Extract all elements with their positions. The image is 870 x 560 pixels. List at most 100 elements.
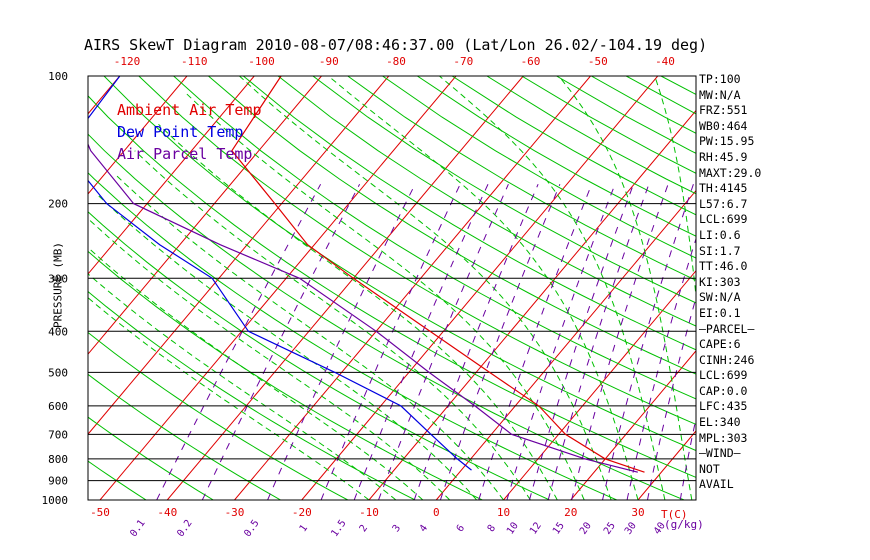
dry-adiabat-line [0,76,92,509]
stat-item: EI:0.1 [699,305,741,320]
mixing-ratio-tick-label: 4 [418,523,430,534]
legend-air-parcel-temp: Air Parcel Temp [117,145,253,163]
stat-item: L57:6.7 [699,196,748,211]
dry-adiabat-line [88,460,148,500]
pressure-tick-label: 500 [48,366,68,379]
isotherm-line [435,189,696,500]
bottom-temperature-tick-label: -50 [90,506,110,519]
ambient-air-temp-profile [231,76,645,473]
stat-item: LFC:435 [699,399,748,414]
stat-item: CAPE:6 [699,337,741,352]
pressure-tick-label: 100 [48,70,68,83]
stat-item: RH:45.9 [699,149,748,164]
dry-adiabat-line [88,416,215,500]
moist-adiabat-line [134,150,531,500]
dry-adiabat-line [208,76,696,375]
pressure-tick-label: 300 [48,272,68,285]
stat-item: TH:4145 [699,181,748,196]
pressure-tick-label: 600 [48,400,68,413]
stat-item: PW:15.95 [699,134,755,149]
stat-item: MW:N/A [699,87,741,102]
moist-adiabat-line [88,217,451,500]
mixing-ratio-line [156,183,322,500]
dry-adiabat-line [417,76,696,237]
top-temperature-tick-label: -50 [588,55,608,68]
stability-index-panel: TP:100 MW:N/A FRZ:551 WB0:464 PW:15.95 RH:45.… [699,72,761,493]
mixing-ratio-line [547,184,650,500]
top-temperature-tick-label: -70 [453,55,473,68]
dry-adiabat-line [88,290,417,500]
isotherm-line [88,76,255,275]
dry-adiabat-line [347,76,696,281]
mixing-ratio-tick-label: 2 [358,523,370,534]
mixing-ratio-line [571,184,669,500]
mixing-ratio-line [201,183,361,500]
mixing-ratio-tick-label: 20 [578,520,594,536]
top-temperature-tick-label: -90 [319,55,339,68]
bottom-temperature-tick-label: 0 [433,506,440,519]
bottom-temperature-tick-label: 20 [564,506,577,519]
stat-item: TT:46.0 [699,259,748,274]
stat-item: WB0:464 [699,118,748,133]
mixing-ratio-tick-label: 1.5 [329,518,348,539]
mixing-ratio-tick-label: 0.2 [175,518,194,539]
stat-item: EL:340 [699,415,741,430]
stat-item: SI:1.7 [699,243,741,258]
moist-adiabat-line [158,123,558,500]
dry-adiabat-line [660,76,696,96]
stat-item: AVAIL [699,477,734,492]
mixing-ratio-tick-label: 30 [623,520,639,536]
moist-adiabat-line [88,246,424,500]
dry-adiabat-line [88,373,282,500]
stat-item: LCL:699 [699,368,748,383]
dry-adiabat-line [277,76,696,327]
bottom-temperature-tick-label: -10 [359,506,379,519]
dry-adiabat-line [451,76,696,216]
mixing-ratio-line [378,183,509,500]
moist-adiabat-line [186,93,585,500]
pressure-tick-label: 700 [48,428,68,441]
isotherm-line [88,76,188,195]
temperature-axis-label: T(C) [661,508,688,521]
isotherm-line [301,76,659,500]
stat-item: MAXT:29.0 [699,165,762,180]
stat-item: CINH:246 [699,352,755,367]
legend-ambient-air-temp: Ambient Air Temp [117,101,262,119]
top-temperature-tick-label: -80 [386,55,406,68]
dry-adiabat-line [242,76,696,351]
top-temperature-tick-label: -60 [521,55,541,68]
dry-adiabat-line [800,76,870,509]
bottom-temperature-tick-label: -20 [292,506,312,519]
moist-adiabat-line [239,76,612,500]
mixing-ratio-tick-label: 12 [528,520,544,536]
dry-adiabat-line [173,76,696,400]
mixing-ratio-unit-label: (g/kg) [664,518,704,531]
moist-adiabat-line [88,297,370,500]
chart-title: AIRS SkewT Diagram 2010-08-07/08:46:37.0… [84,36,708,54]
dry-adiabat-line [88,331,349,500]
dry-adiabat-line [88,211,551,500]
bottom-temperature-tick-label: -40 [157,506,177,519]
isotherm-line [503,269,696,500]
bottom-temperature-tick-label: 30 [631,506,644,519]
stat-item: CAP:0.0 [699,383,748,398]
isotherm-line [368,109,696,500]
mixing-ratio-tick-label: 15 [551,520,567,536]
stat-item: KI:303 [699,274,741,289]
mixing-ratio-line [439,184,561,500]
moist-adiabat-line [96,193,477,500]
mixing-ratio-line [413,184,539,500]
air-parcel-temp-profile [88,142,638,473]
stat-item: MPL:303 [699,430,748,445]
pressure-tick-label: 900 [48,475,68,488]
dry-adiabat-line [138,76,696,425]
dry-adiabat-line [382,76,696,259]
top-temperature-tick-label: -110 [181,55,208,68]
top-temperature-tick-label: -100 [248,55,275,68]
bottom-temperature-tick-label: -30 [225,506,245,519]
stat-item: SW:N/A [699,290,741,305]
top-temperature-tick-label: -40 [655,55,675,68]
mixing-ratio-line [267,183,416,500]
dry-adiabat-line [765,76,870,509]
